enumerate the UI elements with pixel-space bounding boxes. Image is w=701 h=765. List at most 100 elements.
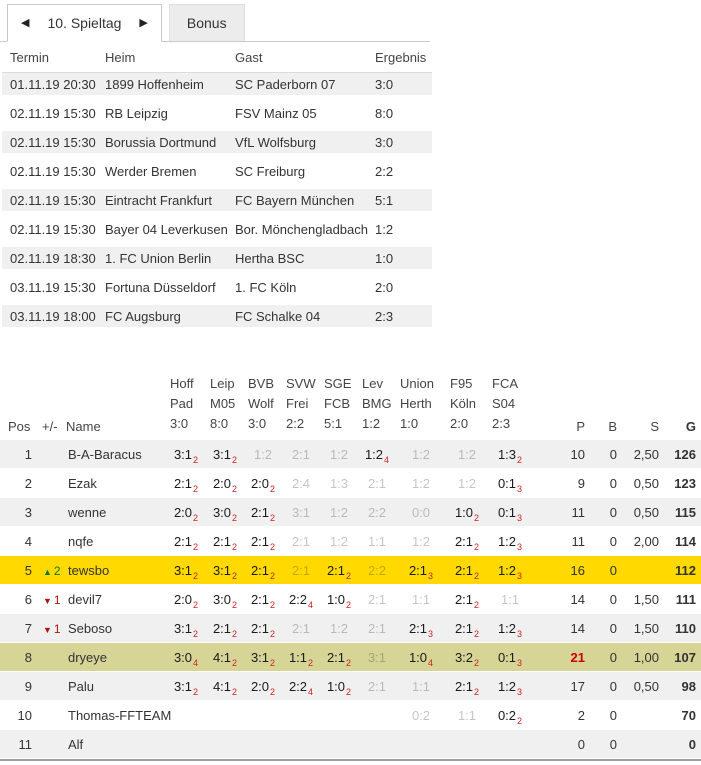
- matches-header-gast: Gast: [227, 42, 367, 73]
- tip-score: 3:1: [291, 504, 311, 520]
- tip-score: 1:2: [457, 446, 477, 462]
- tip-cell: 1:1: [396, 584, 446, 614]
- total-points: 111: [664, 584, 701, 614]
- player-name: tewsbo: [66, 555, 166, 585]
- tip-cell: [244, 700, 282, 730]
- matchday-points: 14: [532, 584, 590, 614]
- match-row: 02.11.19 15:30 RB Leipzig FSV Mainz 05 8:0: [2, 98, 432, 131]
- tip-cell: 2:12: [244, 526, 282, 556]
- tip-points: 2: [193, 454, 199, 465]
- matchday-points: 11: [532, 526, 590, 556]
- bonus-points: 0: [590, 526, 622, 556]
- next-matchday-icon[interactable]: ▶: [139, 16, 148, 29]
- win-points: 1,50: [622, 613, 664, 643]
- tip-cell: 1:23: [488, 613, 532, 643]
- tip-points: 2: [474, 599, 480, 610]
- tip-points: 3: [428, 628, 434, 639]
- match-termin: 03.11.19 15:30: [2, 272, 97, 305]
- match-gast: Hertha BSC: [227, 243, 367, 276]
- tip-points: 4: [193, 657, 199, 668]
- tip-score: 0:2: [411, 707, 431, 723]
- trend-cell: [42, 671, 66, 701]
- bonus-points: 0: [590, 440, 622, 469]
- tip-cell: 1:23: [488, 526, 532, 556]
- tip-cell: 2:12: [206, 526, 244, 556]
- total-points: 110: [664, 613, 701, 643]
- standings-row: 8 dryeye 3:04 4:12 3:12 1:12 2:12 3:1 1:04 3:22 0:…: [0, 642, 701, 672]
- tip-cell: 3:02: [206, 497, 244, 527]
- tip-score: 2:1: [291, 533, 311, 549]
- standings-header-match: Union Herth 1:0: [396, 374, 446, 440]
- tip-cell: 1:2: [320, 440, 358, 469]
- tip-score: 4:12: [212, 678, 238, 697]
- match-termin: 02.11.19 15:30: [2, 214, 97, 247]
- tip-cell: 2:12: [244, 497, 282, 527]
- tip-score: 2:1: [291, 446, 311, 462]
- tip-score: 2:1: [367, 678, 387, 694]
- match-col-away: Köln: [450, 396, 477, 411]
- matchday-points: 0: [532, 729, 590, 759]
- tip-cell: 2:12: [166, 526, 206, 556]
- match-col-away: Pad: [170, 396, 194, 411]
- tip-cell: 1:04: [396, 642, 446, 672]
- total-points: 98: [664, 671, 701, 701]
- tab-spieltag[interactable]: ◀ 10. Spieltag ▶: [7, 4, 162, 42]
- tip-score: 2:13: [408, 562, 434, 581]
- standings-header-p: P: [576, 419, 585, 434]
- tip-points: 2: [193, 570, 199, 581]
- matches-header-row: Termin Heim Gast Ergebnis: [2, 42, 432, 73]
- trend-cell: [42, 468, 66, 498]
- standings-row: 11 Alf 0 0 0: [0, 729, 701, 759]
- tip-score: 0:0: [411, 504, 431, 520]
- tip-cell: 2:12: [244, 613, 282, 643]
- tip-cell: 1:02: [446, 497, 488, 527]
- tip-cell: 1:23: [488, 555, 532, 585]
- total-points: 123: [664, 468, 701, 498]
- standings-header-match: Leip M05 8:0: [206, 374, 244, 440]
- tip-cell: 2:4: [282, 468, 320, 498]
- tip-cell: 2:12: [206, 613, 244, 643]
- tip-cell: 0:0: [396, 497, 446, 527]
- player-name: Seboso: [66, 613, 166, 643]
- match-col-home: F95: [450, 376, 473, 391]
- bonus-points: 0: [590, 729, 622, 759]
- tip-points: 2: [474, 512, 480, 523]
- tip-cell: 3:12: [206, 440, 244, 469]
- match-col-home: Lev: [362, 376, 383, 391]
- tip-points: 2: [474, 541, 480, 552]
- bonus-points: 0: [590, 497, 622, 527]
- match-gast: SC Freiburg: [227, 156, 367, 189]
- trend-cell: ▼ 1: [42, 613, 66, 643]
- match-termin: 03.11.19 18:00: [2, 301, 97, 334]
- position: 6: [0, 584, 42, 614]
- match-ergebnis: 2:2: [367, 156, 432, 189]
- tip-cell: [320, 700, 358, 730]
- tip-cell: 1:02: [320, 584, 358, 614]
- prev-matchday-icon[interactable]: ◀: [21, 16, 30, 29]
- bonus-points: 0: [590, 584, 622, 614]
- tip-cell: 2:2: [358, 497, 396, 527]
- position: 9: [0, 671, 42, 701]
- tip-points: 2: [270, 686, 276, 697]
- match-gast: FC Schalke 04: [227, 301, 367, 334]
- bonus-points: 0: [590, 555, 622, 585]
- tip-points: 3: [517, 541, 523, 552]
- tip-points: 2: [232, 512, 238, 523]
- tip-points: 2: [517, 715, 523, 726]
- tip-score: 2:02: [212, 475, 238, 494]
- tip-points: 4: [384, 454, 390, 465]
- tip-score: 2:12: [454, 591, 480, 610]
- tip-score: 1:1: [411, 678, 431, 694]
- match-col-away: Frei: [286, 396, 309, 411]
- matchday-points: 11: [532, 497, 590, 527]
- tip-cell: 1:2: [320, 526, 358, 556]
- tab-bonus[interactable]: Bonus: [168, 4, 245, 41]
- tab-bonus-label: Bonus: [186, 15, 227, 31]
- player-name: nqfe: [66, 526, 166, 556]
- tip-points: 3: [428, 570, 434, 581]
- bonus-points: 0: [590, 642, 622, 672]
- match-row: 02.11.19 15:30 Borussia Dortmund VfL Wolfs…: [2, 127, 432, 160]
- win-points: 1,00: [622, 642, 664, 672]
- tip-score: 2:12: [212, 533, 238, 552]
